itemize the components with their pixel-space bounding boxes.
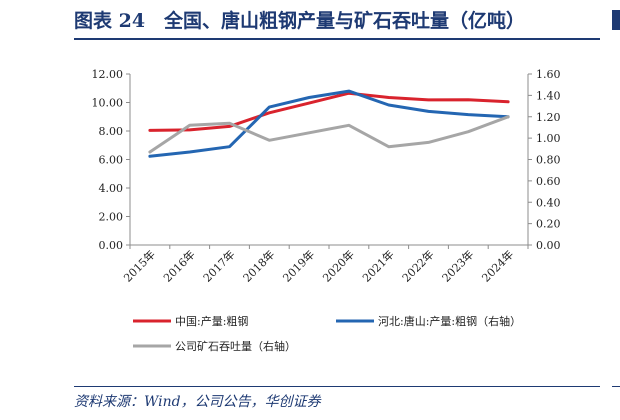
legend-label-1: 河北:唐山:产量:粗钢（右轴） <box>378 314 521 328</box>
right-tick-label: 0.60 <box>536 175 561 188</box>
x-tick-label: 2023年 <box>439 247 476 284</box>
right-tick-label: 1.00 <box>536 132 561 145</box>
right-tick-label: 0.80 <box>536 154 561 167</box>
right-tick-label: 0.20 <box>536 218 561 231</box>
right-tick-label: 1.20 <box>536 111 561 124</box>
left-tick-label: 0.00 <box>99 239 124 252</box>
x-tick-label: 2020年 <box>320 247 357 284</box>
x-tick-label: 2019年 <box>280 247 317 284</box>
legend-label-0: 中国:产量:粗钢 <box>175 314 248 328</box>
x-tick-label: 2024年 <box>479 247 516 284</box>
chart-title: 图表 24 全国、唐山粗钢产量与矿石吞吐量（亿吨） <box>74 10 526 32</box>
x-tick-label: 2016年 <box>160 247 197 284</box>
x-tick-label: 2017年 <box>200 247 237 284</box>
x-tick-label: 2022年 <box>399 247 436 284</box>
left-tick-label: 12.00 <box>92 68 124 81</box>
right-tick-label: 0.40 <box>536 196 561 209</box>
title-rule <box>74 38 600 40</box>
x-tick-label: 2015年 <box>121 247 158 284</box>
right-tick-label: 1.60 <box>536 68 561 81</box>
x-tick-label: 2018年 <box>240 247 277 284</box>
legend-label-2: 公司矿石吞吐量（右轴） <box>175 339 296 353</box>
adjacent-figure-edge <box>612 10 620 30</box>
left-tick-label: 8.00 <box>99 125 124 138</box>
series-line-1 <box>148 89 510 158</box>
series-line-2 <box>148 115 510 154</box>
source-note: 资料来源：Wind，公司公告，华创证券 <box>74 394 321 410</box>
adjacent-figure-rule <box>612 386 620 387</box>
x-tick-label: 2021年 <box>359 247 396 284</box>
left-tick-label: 4.00 <box>99 182 124 195</box>
left-tick-label: 2.00 <box>99 211 124 224</box>
right-tick-label: 0.00 <box>536 239 561 252</box>
series-lines <box>148 89 510 158</box>
right-tick-label: 1.40 <box>536 89 561 102</box>
left-tick-label: 10.00 <box>92 97 124 110</box>
source-rule <box>74 386 600 387</box>
series-line-0 <box>148 91 510 132</box>
legend: 中国:产量:粗钢 河北:唐山:产量:粗钢（右轴） 公司矿石吞吐量（右轴） <box>133 314 521 353</box>
left-tick-label: 6.00 <box>99 154 124 167</box>
